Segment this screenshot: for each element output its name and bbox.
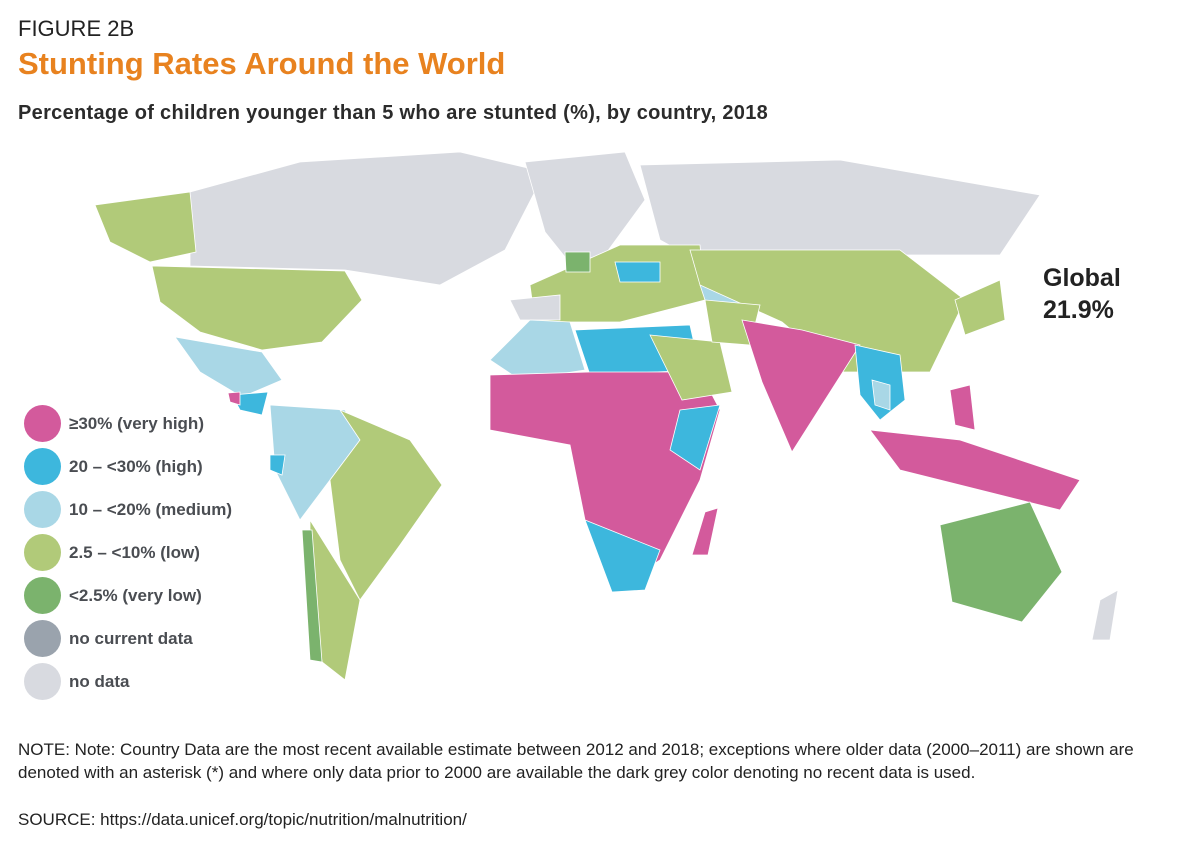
legend-swatch xyxy=(24,534,61,571)
legend-swatch xyxy=(24,577,61,614)
region-greenland xyxy=(524,151,646,283)
legend-label: 20 – <30% (high) xyxy=(69,456,203,476)
legend-swatch xyxy=(24,620,61,657)
legend-label: <2.5% (very low) xyxy=(69,585,202,605)
region-australia xyxy=(939,501,1063,623)
source-note: SOURCE: https://data.unicef.org/topic/nu… xyxy=(18,810,467,829)
footnote: NOTE: Note: Country Data are the most re… xyxy=(18,740,1134,782)
region-japan xyxy=(954,279,1006,336)
legend-swatch xyxy=(24,491,61,528)
region-alaska xyxy=(94,191,197,263)
figure-label: FIGURE 2B xyxy=(18,16,135,41)
global-stat: Global 21.9% xyxy=(1043,262,1121,326)
global-label: Global xyxy=(1043,264,1121,292)
legend-item-no-data: no data xyxy=(24,660,232,703)
legend-item-high: 20 – <30% (high) xyxy=(24,445,232,488)
region-central-america xyxy=(231,391,269,416)
legend-label: no current data xyxy=(69,628,193,648)
legend-swatch xyxy=(24,663,61,700)
region-mexico xyxy=(174,336,283,398)
global-value: 21.9% xyxy=(1043,296,1114,324)
region-usa xyxy=(151,265,363,351)
region-guatemala xyxy=(227,391,241,406)
region-europe-west xyxy=(509,294,561,321)
region-canada xyxy=(189,151,546,286)
region-germany xyxy=(564,251,591,273)
region-ukraine xyxy=(614,261,661,283)
region-philippines xyxy=(949,384,976,431)
region-africa-central xyxy=(489,371,721,591)
region-thailand xyxy=(871,379,891,411)
world-map xyxy=(94,151,1119,681)
chart-subtitle: Percentage of children younger than 5 wh… xyxy=(18,102,769,124)
region-new-zealand xyxy=(1091,589,1119,641)
legend-item-very-high: ≥30% (very high) xyxy=(24,402,232,445)
region-peru xyxy=(269,454,286,476)
region-arabia xyxy=(649,334,733,401)
legend-item-no-current-data: no current data xyxy=(24,617,232,660)
legend-label: 10 – <20% (medium) xyxy=(69,499,232,519)
legend-swatch xyxy=(24,448,61,485)
region-russia xyxy=(639,159,1041,263)
region-southern-africa xyxy=(584,519,661,593)
legend-item-medium: 10 – <20% (medium) xyxy=(24,488,232,531)
legend-label: 2.5 – <10% (low) xyxy=(69,542,200,562)
legend-item-low: 2.5 – <10% (low) xyxy=(24,531,232,574)
legend-label: ≥30% (very high) xyxy=(69,413,204,433)
region-indonesia xyxy=(869,429,1081,511)
legend-item-very-low: <2.5% (very low) xyxy=(24,574,232,617)
legend-label: no data xyxy=(69,671,130,691)
region-chile xyxy=(301,529,323,663)
region-india xyxy=(741,319,861,453)
legend-swatch xyxy=(24,405,61,442)
chart-title: Stunting Rates Around the World xyxy=(18,46,506,81)
legend: ≥30% (very high) 20 – <30% (high) 10 – <… xyxy=(24,402,232,703)
region-east-africa xyxy=(669,404,721,471)
region-madagascar xyxy=(691,507,719,556)
region-north-africa xyxy=(489,319,586,381)
